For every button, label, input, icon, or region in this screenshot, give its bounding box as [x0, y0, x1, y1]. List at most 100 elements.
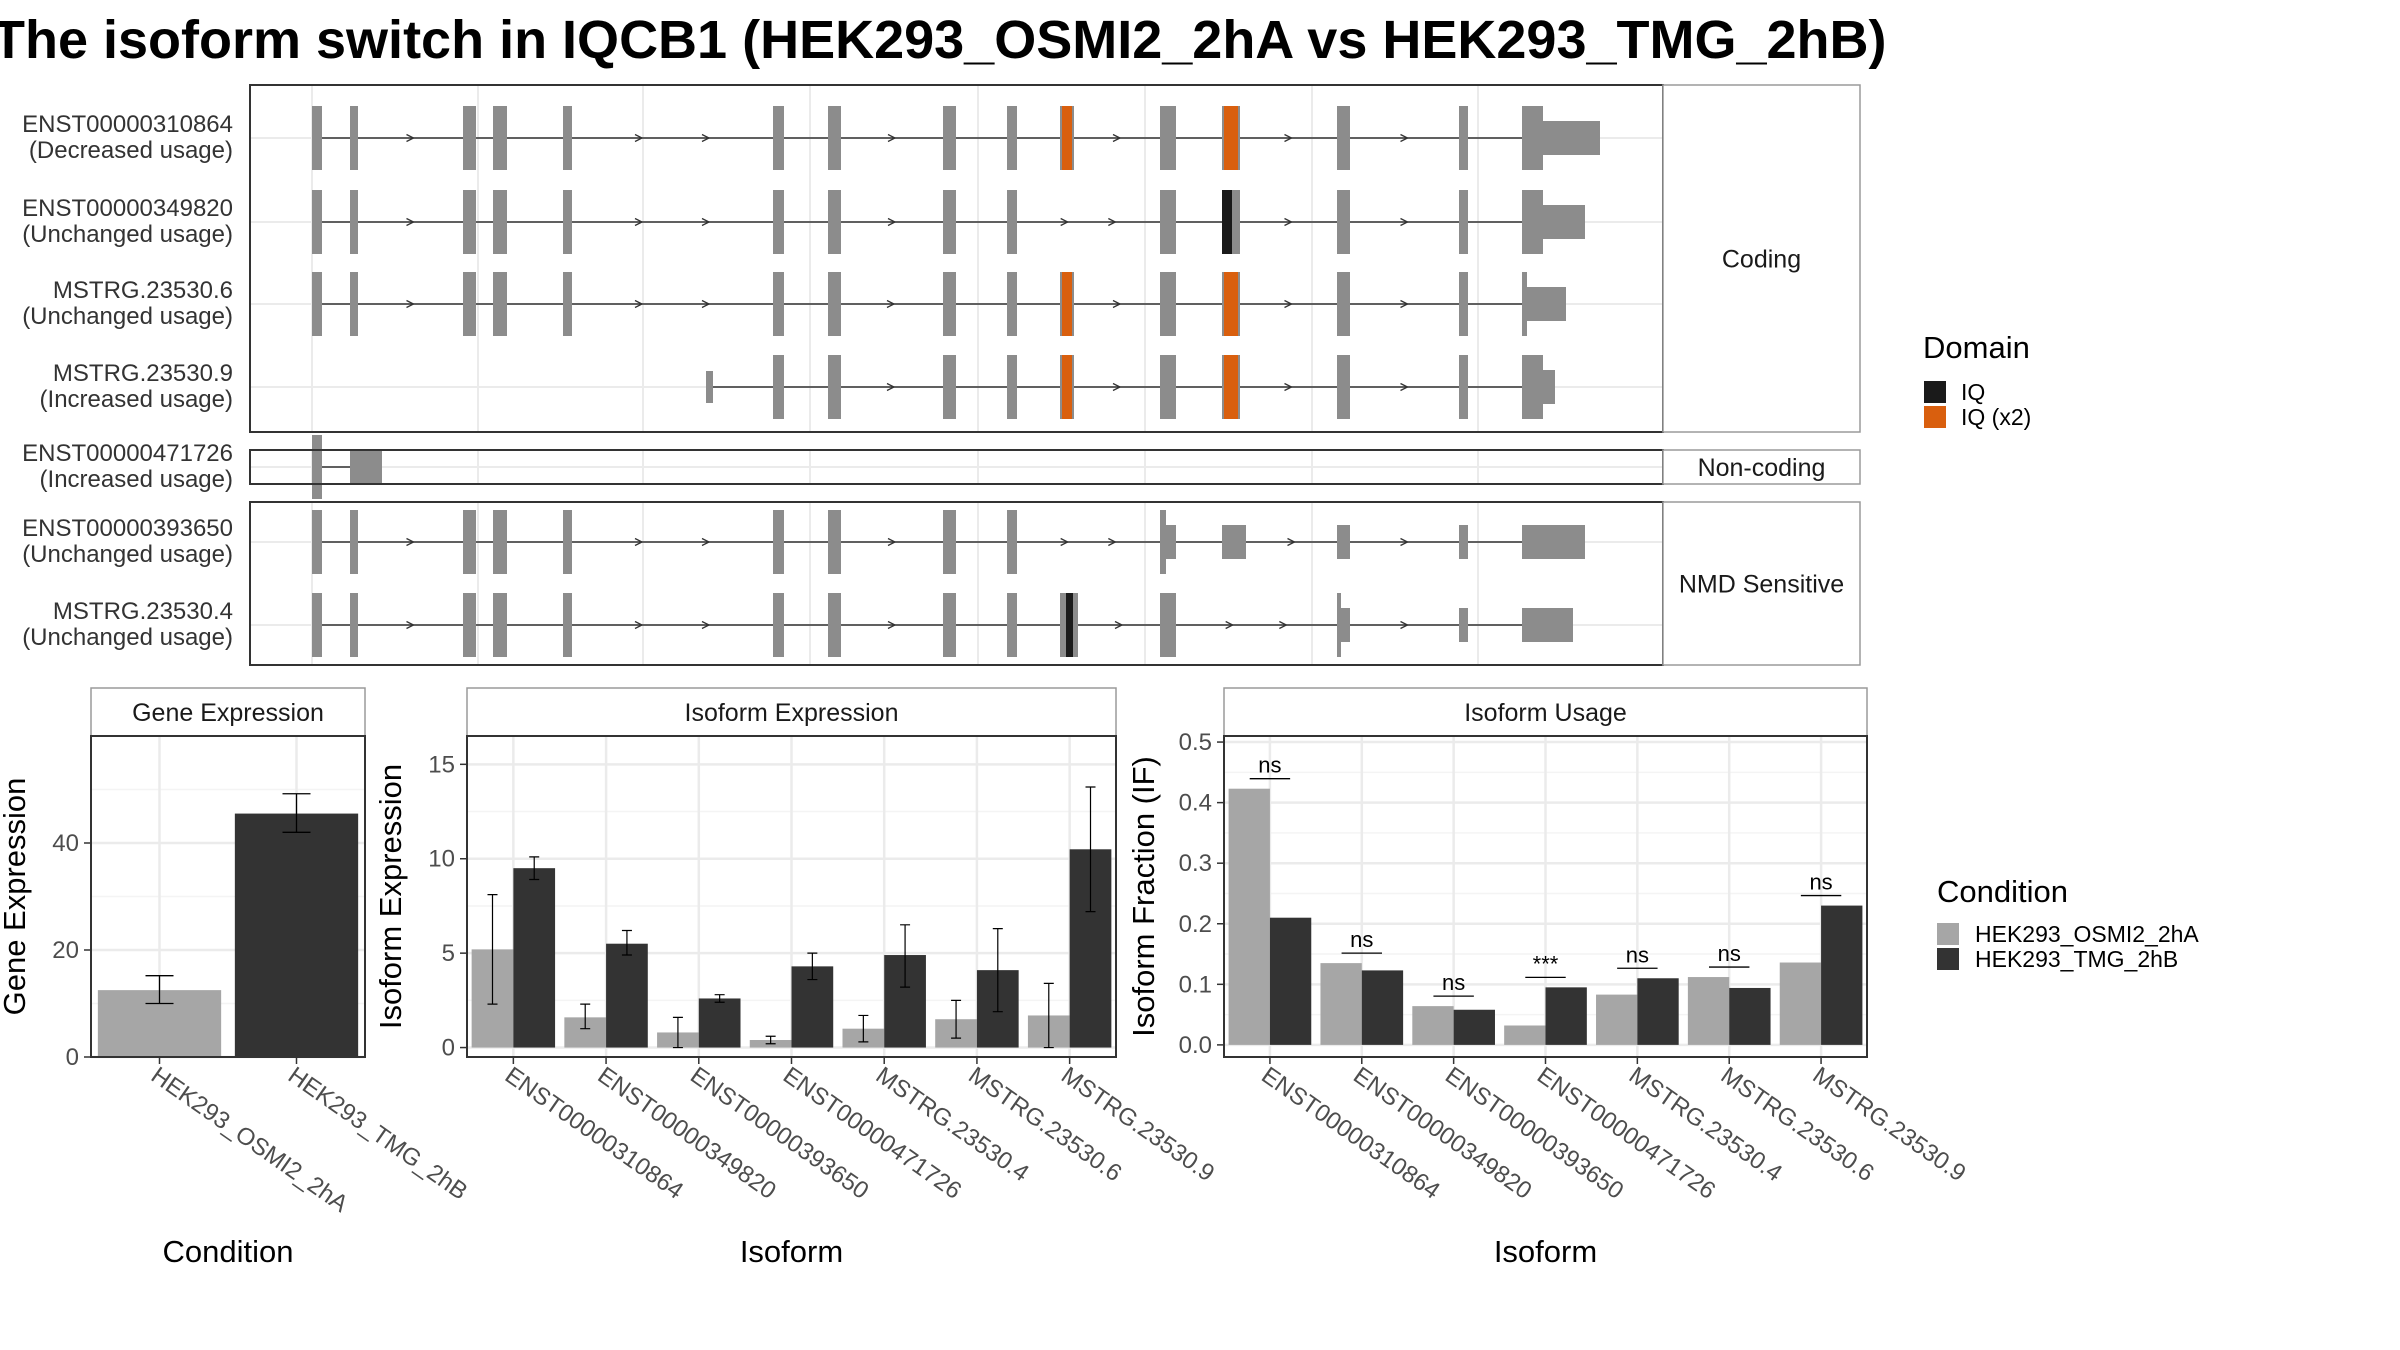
intron-arrow — [634, 217, 644, 227]
bar-HEK293_OSMI2_2hA — [1596, 994, 1638, 1045]
exon-edge — [1060, 355, 1062, 419]
chart-title: Isoform Expression — [685, 699, 899, 727]
x-axis-title: Condition — [163, 1234, 294, 1269]
exon — [1543, 370, 1555, 404]
intron-arrow — [1112, 133, 1122, 143]
bar-HEK293_OSMI2_2hA — [1779, 962, 1822, 1045]
exon — [1007, 355, 1017, 419]
error-bar — [145, 975, 174, 1005]
y-tick-label: 0.1 — [1179, 971, 1212, 998]
transcript-usage-label: (Increased usage) — [40, 386, 233, 413]
error-bar — [951, 999, 962, 1039]
exon — [828, 190, 841, 254]
y-tick-label: 0.5 — [1179, 729, 1212, 756]
y-tick-label: 0.3 — [1179, 850, 1212, 877]
exon — [1522, 272, 1527, 336]
transcript-id-label: ENST00000310864 — [22, 111, 233, 138]
bar-HEK293_TMG_2hB — [1545, 987, 1587, 1045]
exon — [312, 593, 322, 657]
intron-arrow — [1284, 217, 1293, 227]
iq-x2-domain-exon — [1222, 272, 1240, 336]
exon — [563, 272, 572, 336]
iq-x2-domain-exon — [1060, 355, 1074, 419]
exon — [1060, 593, 1066, 657]
error-bar — [1043, 982, 1054, 1049]
error-bar — [529, 856, 540, 881]
exon — [1160, 355, 1176, 419]
iq-x2-domain-exon — [1222, 106, 1240, 170]
x-tick-label: MSTRG.23530.4 — [871, 1062, 1034, 1187]
transcript-usage-label: (Decreased usage) — [29, 137, 233, 164]
y-tick-label: 0.2 — [1179, 911, 1212, 938]
category-strip — [1662, 84, 1861, 433]
exon — [1160, 510, 1166, 574]
condition-legend-label: HEK293_OSMI2_2hA — [1975, 921, 2199, 947]
x-axis-title: Isoform — [740, 1234, 843, 1269]
exon — [1459, 190, 1468, 254]
intron-arrow — [1400, 133, 1409, 143]
intron-arrow — [1112, 299, 1122, 309]
exon — [350, 450, 382, 484]
transcript-id-label: MSTRG.23530.9 — [53, 360, 233, 387]
intron-arrow — [886, 299, 896, 309]
y-tick-label: 40 — [52, 830, 79, 857]
x-tick-label: MSTRG.23530.4 — [1624, 1062, 1787, 1187]
intron-arrow — [887, 537, 897, 547]
error-bar — [765, 1035, 776, 1045]
chart-strip — [90, 687, 366, 737]
exon — [943, 272, 956, 336]
exon — [773, 272, 784, 336]
exon — [563, 190, 572, 254]
error-bar — [992, 928, 1003, 1013]
domain-legend-label: IQ — [1961, 379, 1985, 405]
exon — [563, 510, 572, 574]
intron-arrow — [1284, 382, 1293, 392]
intron-arrow — [634, 133, 644, 143]
exon — [828, 272, 841, 336]
exon — [773, 190, 784, 254]
error-bar — [580, 1003, 591, 1030]
exon — [563, 106, 572, 170]
error-bar — [282, 793, 311, 833]
exon — [1166, 525, 1176, 559]
exon — [1522, 525, 1585, 559]
exon — [1222, 525, 1246, 559]
exon — [1007, 190, 1017, 254]
category-strip — [1662, 501, 1861, 666]
exon — [1073, 593, 1078, 657]
intron-arrow — [634, 620, 644, 630]
exon-edge — [1222, 106, 1224, 170]
intron-arrow — [1284, 299, 1293, 309]
bar-HEK293_TMG_2hB — [513, 868, 556, 1048]
transcript-id-label: ENST00000471726 — [22, 440, 233, 467]
intron-arrow — [886, 382, 896, 392]
exon — [1459, 525, 1468, 559]
exon — [1341, 608, 1350, 642]
significance-label: ns — [1809, 870, 1832, 895]
exon-edge — [1072, 272, 1074, 336]
transcript-usage-label: (Unchanged usage) — [22, 541, 233, 568]
transcript-usage-label: (Unchanged usage) — [22, 221, 233, 248]
domain-legend-title: Domain — [1923, 330, 2030, 365]
significance-label: ns — [1442, 970, 1465, 995]
intron-arrow — [1287, 537, 1296, 547]
intron-arrow — [634, 299, 644, 309]
iq-domain-exon — [1066, 593, 1073, 657]
exon — [312, 272, 322, 336]
exon-edge — [1238, 355, 1240, 419]
exon — [1337, 272, 1350, 336]
exon — [350, 272, 358, 336]
transcript-id-label: MSTRG.23530.6 — [53, 277, 233, 304]
error-bar — [900, 924, 911, 988]
exon — [773, 355, 784, 419]
exon — [943, 593, 956, 657]
bar-HEK293_OSMI2_2hA — [1412, 1006, 1454, 1045]
exon — [1337, 593, 1341, 657]
significance-label: *** — [1533, 951, 1559, 976]
intron-arrow — [701, 217, 711, 227]
error-bar — [621, 929, 632, 956]
bar-HEK293_TMG_2hB — [1361, 970, 1404, 1045]
chart-panel-border — [90, 735, 366, 1058]
exon — [943, 355, 956, 419]
